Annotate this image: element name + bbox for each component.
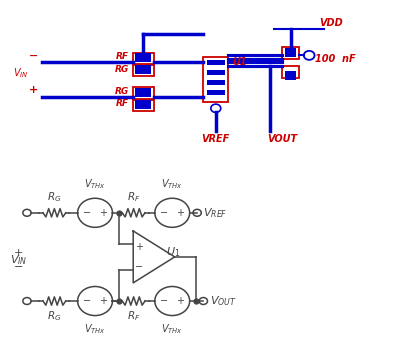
Bar xyxy=(135,65,151,74)
Text: −: − xyxy=(160,296,168,306)
Text: +: + xyxy=(176,296,184,306)
Bar xyxy=(135,53,151,62)
Bar xyxy=(133,65,154,76)
Text: $R_G$: $R_G$ xyxy=(47,310,61,324)
Bar xyxy=(282,47,299,59)
Text: $V_{OUT}$: $V_{OUT}$ xyxy=(210,294,236,308)
Text: −: − xyxy=(83,208,91,218)
Bar xyxy=(207,60,225,65)
Text: +: + xyxy=(176,208,184,218)
Text: +: + xyxy=(29,85,38,95)
Text: VOUT: VOUT xyxy=(267,134,297,144)
Text: $V_{THx}$: $V_{THx}$ xyxy=(84,322,106,336)
Text: $R_F$: $R_F$ xyxy=(127,190,140,204)
Text: $R_F$: $R_F$ xyxy=(127,310,140,324)
Bar xyxy=(133,53,154,64)
Bar xyxy=(133,100,154,111)
Text: $R_G$: $R_G$ xyxy=(47,190,61,204)
Bar xyxy=(203,57,228,102)
Text: +: + xyxy=(14,248,23,258)
Text: $V_{IN}$: $V_{IN}$ xyxy=(10,254,27,267)
Text: $V_{IN}$: $V_{IN}$ xyxy=(14,66,29,80)
Text: $V_{THx}$: $V_{THx}$ xyxy=(84,177,106,191)
Text: 100  nF: 100 nF xyxy=(315,54,356,64)
Text: $V_{THx}$: $V_{THx}$ xyxy=(161,177,183,191)
Text: RG: RG xyxy=(115,86,129,96)
Text: −: − xyxy=(135,262,144,272)
Text: RF: RF xyxy=(116,52,129,61)
Text: $U_1$: $U_1$ xyxy=(166,245,181,258)
Bar xyxy=(207,90,225,95)
Bar xyxy=(135,88,151,97)
Bar xyxy=(282,66,299,78)
Text: +: + xyxy=(99,208,107,218)
Text: RF: RF xyxy=(116,99,129,108)
Text: VDD: VDD xyxy=(320,18,343,28)
Text: +: + xyxy=(99,296,107,306)
Text: −: − xyxy=(14,262,23,272)
Bar xyxy=(135,100,151,109)
Text: −: − xyxy=(29,51,38,60)
Text: −: − xyxy=(160,208,168,218)
Bar xyxy=(207,80,225,85)
Text: −: − xyxy=(83,296,91,306)
Text: VREF: VREF xyxy=(202,134,230,144)
Text: $V_{THx}$: $V_{THx}$ xyxy=(161,322,183,336)
Bar xyxy=(285,71,296,80)
Bar xyxy=(207,70,225,75)
Bar xyxy=(285,48,296,57)
Bar xyxy=(133,87,154,99)
Text: +: + xyxy=(135,242,144,252)
Text: $V_{REF}$: $V_{REF}$ xyxy=(203,206,228,220)
Text: U1: U1 xyxy=(232,57,247,67)
Text: RG: RG xyxy=(115,64,129,74)
